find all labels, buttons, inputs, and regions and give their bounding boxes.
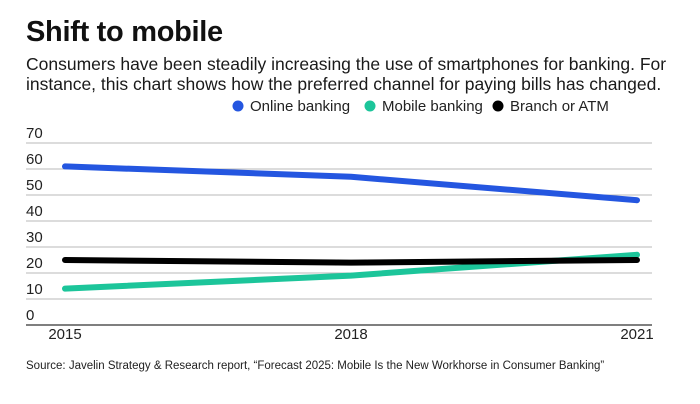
x-tick-label: 2021 xyxy=(620,326,653,343)
legend-marker xyxy=(364,100,376,112)
chart-title: Shift to mobile xyxy=(26,16,223,48)
x-tick-label: 2018 xyxy=(334,326,367,343)
source-note: Source: Javelin Strategy & Research repo… xyxy=(26,360,605,372)
legend-label: Branch or ATM xyxy=(510,98,609,115)
y-tick-label: 50 xyxy=(26,177,43,194)
y-tick-label: 10 xyxy=(26,281,43,298)
y-tick-label: 0 xyxy=(26,307,34,324)
y-tick-label: 30 xyxy=(26,229,43,246)
legend-label: Mobile banking xyxy=(382,98,483,115)
x-tick-label: 2015 xyxy=(48,326,81,343)
y-tick-label: 70 xyxy=(26,125,43,142)
y-tick-label: 40 xyxy=(26,203,43,220)
legend-marker xyxy=(492,100,504,112)
series-line-online-banking xyxy=(62,163,640,204)
legend-label: Online banking xyxy=(250,98,350,115)
series-line-branch-or-atm xyxy=(62,257,640,266)
chart-subtitle: Consumers have been steadily increasing … xyxy=(26,54,667,94)
legend-marker xyxy=(232,100,244,112)
y-tick-label: 20 xyxy=(26,255,43,272)
y-tick-label: 60 xyxy=(26,151,43,168)
